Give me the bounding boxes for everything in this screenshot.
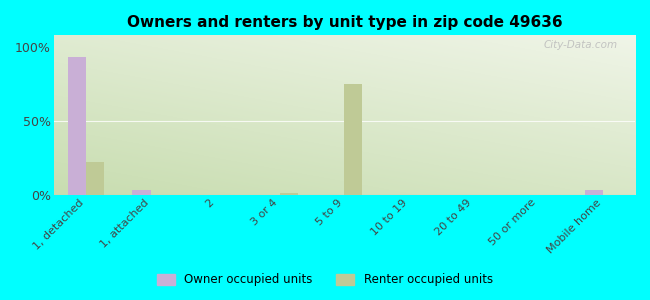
- Title: Owners and renters by unit type in zip code 49636: Owners and renters by unit type in zip c…: [127, 15, 562, 30]
- Bar: [68, 57, 86, 194]
- Legend: Owner occupied units, Renter occupied units: Owner occupied units, Renter occupied un…: [153, 269, 497, 291]
- Text: City-Data.com: City-Data.com: [543, 40, 618, 50]
- Bar: [133, 190, 151, 194]
- Bar: [280, 193, 298, 194]
- Bar: [344, 84, 363, 194]
- Bar: [584, 190, 603, 194]
- Bar: [86, 162, 104, 194]
